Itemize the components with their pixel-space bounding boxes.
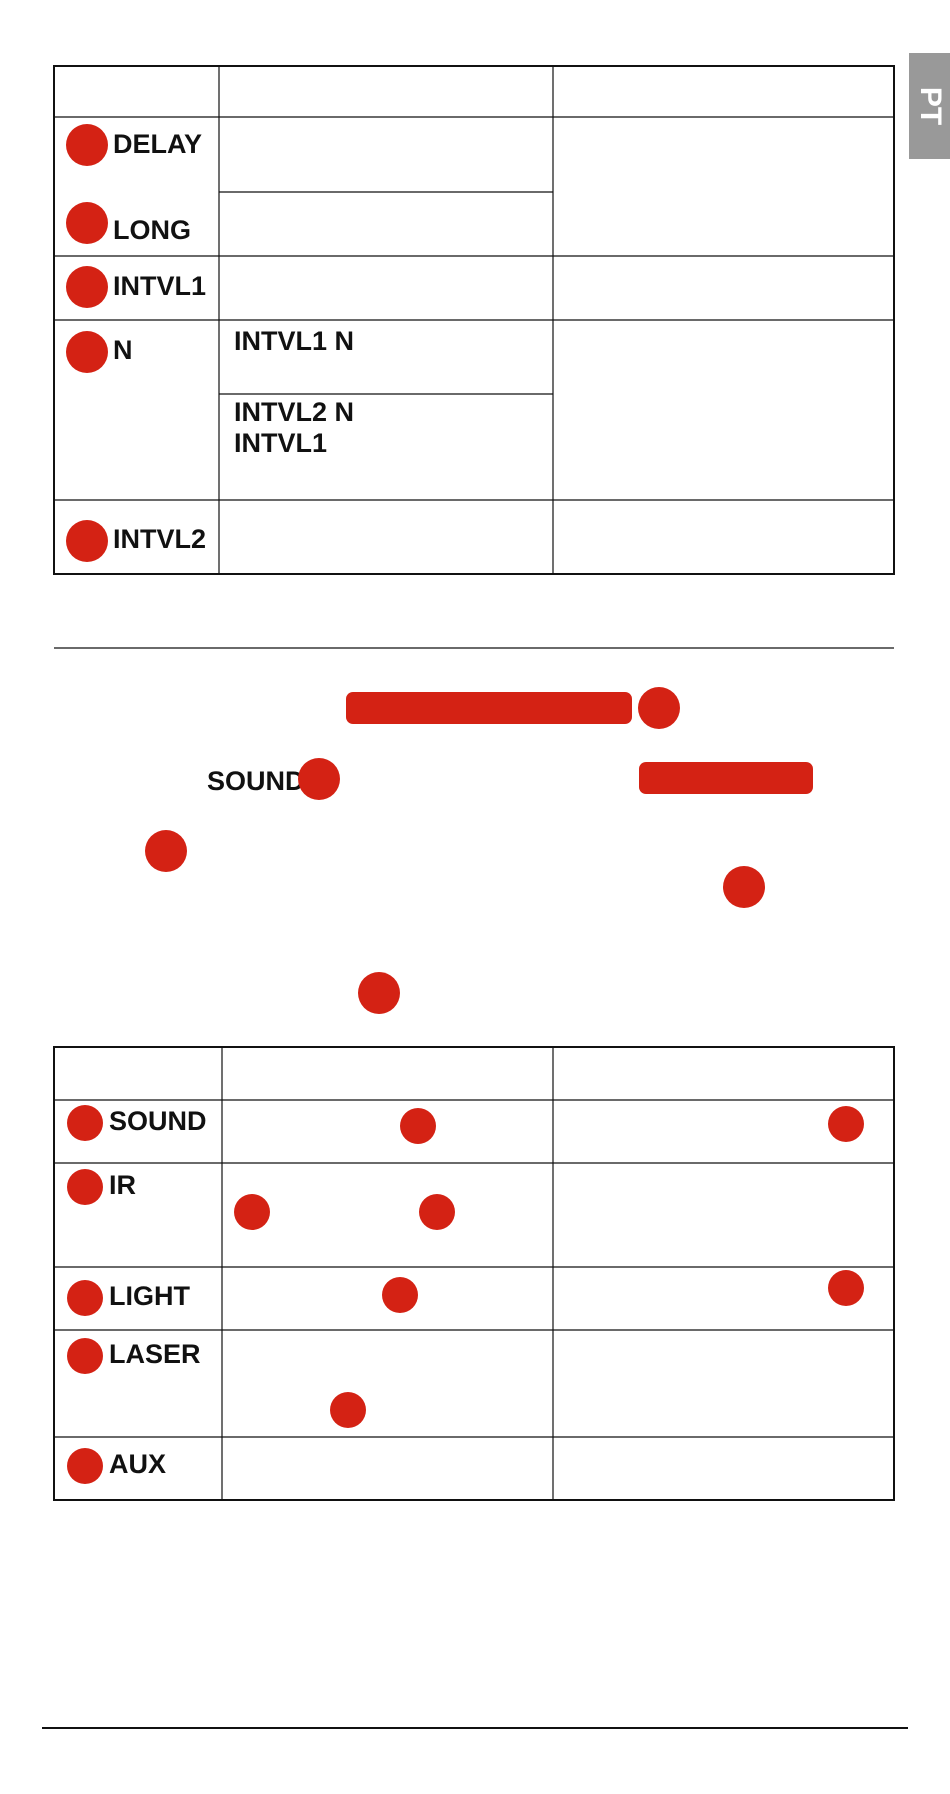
word: SOUND [207,766,305,796]
table-2: SOUND IR LIGHT LASER AUX [53,1046,895,1501]
table-1: DELAY LONG INTVL1 N INTVL2 INTVL1 N INTV… [53,65,895,575]
option: INTVL1 N [234,326,354,356]
row-label: AUX [109,1449,166,1479]
row-label: IR [109,1170,136,1200]
option: INTVL2 N [234,397,354,427]
row-label: DELAY [113,129,202,159]
row-label: LIGHT [109,1281,190,1311]
row-label: LASER [109,1339,201,1369]
row-label: SOUND [109,1106,207,1136]
row-label: N [113,335,133,365]
row-label: LONG [113,215,191,245]
tab [909,53,950,159]
paragraph: SOUND [145,687,813,1014]
row-label: INTVL2 [113,524,206,554]
tab-label: PT [914,87,947,125]
option: INTVL1 [234,428,327,458]
row-label: INTVL1 [113,271,206,301]
